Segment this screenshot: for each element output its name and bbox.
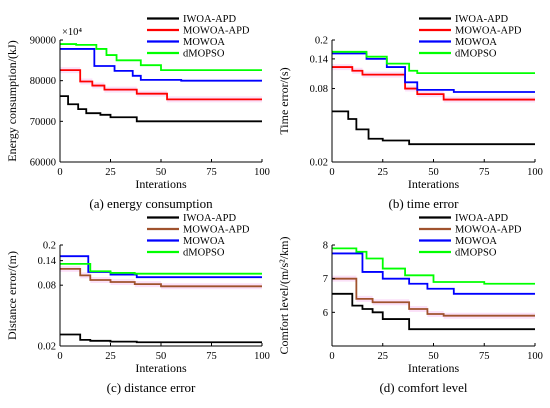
panel-caption: (a) energy consumption bbox=[89, 196, 213, 211]
x-tick-label: 50 bbox=[156, 351, 167, 362]
legend-label-mowoa: MOWOA bbox=[183, 37, 225, 48]
series-line-dmopso bbox=[60, 43, 262, 71]
y-tick-label: 7 bbox=[323, 274, 328, 285]
legend-label-mowoa-apd: MOWOA-APD bbox=[183, 26, 250, 37]
chart-panel-1: 0 25 50 75 100 60000 70000 80000 90000 ×10⁴ Intera… bbox=[5, 14, 270, 211]
legend-label-mowoa-apd: MOWOA-APD bbox=[455, 225, 522, 236]
y-tick-label: 0.14 bbox=[310, 54, 329, 65]
y-tick-label: 70000 bbox=[30, 117, 56, 128]
panel-caption: (c) distance error bbox=[107, 380, 196, 395]
chart-panel-2: 0 25 50 75 100 0.02 0.08 0.14 0.2 Interations Time… bbox=[277, 14, 543, 211]
legend-label-mowoa: MOWOA bbox=[183, 236, 225, 247]
x-tick-label: 100 bbox=[254, 167, 270, 178]
legend-label-dmopso: dMOPSO bbox=[455, 248, 497, 259]
x-tick-label: 25 bbox=[378, 351, 389, 362]
y-tick-label: 90000 bbox=[30, 36, 56, 47]
series-line-dmopso bbox=[332, 247, 535, 285]
series-shade-band bbox=[332, 275, 535, 319]
panel-caption: (b) time error bbox=[388, 196, 459, 211]
chart-panel-3: 0 25 50 75 100 0.02 0.08 0.14 0.2 Interations Dist… bbox=[5, 213, 270, 395]
x-tick-label: 75 bbox=[206, 167, 217, 178]
series-line-iwoa-apd bbox=[60, 333, 262, 344]
x-axis-label: Interations bbox=[408, 361, 460, 375]
legend-label-iwoa-apd: IWOA-APD bbox=[455, 14, 508, 25]
series-line-mowoa-apd bbox=[332, 66, 535, 101]
x-tick-label: 100 bbox=[527, 167, 543, 178]
legend-label-mowoa-apd: MOWOA-APD bbox=[455, 26, 522, 37]
series-line-mowoa bbox=[332, 252, 535, 295]
series-line-mowoa bbox=[60, 48, 262, 82]
y-multiplier-label: ×10⁴ bbox=[62, 27, 82, 38]
panel-caption: (d) comfort level bbox=[379, 380, 467, 395]
series-shade-band bbox=[60, 67, 262, 103]
legend-label-iwoa-apd: IWOA-APD bbox=[183, 213, 236, 224]
legend-label-iwoa-apd: IWOA-APD bbox=[455, 213, 508, 224]
series-shade-band bbox=[332, 64, 535, 103]
x-tick-label: 100 bbox=[527, 351, 543, 362]
y-axis-label: Time error/(s) bbox=[277, 67, 291, 134]
y-axis-label: Energy consumption/(kJ) bbox=[5, 40, 19, 161]
x-tick-label: 75 bbox=[479, 167, 490, 178]
y-tick-label: 80000 bbox=[30, 76, 56, 87]
x-tick-label: 0 bbox=[329, 351, 334, 362]
y-tick-label: 8 bbox=[323, 241, 328, 252]
x-axis-label: Interations bbox=[408, 177, 460, 191]
x-axis-label: Interations bbox=[135, 361, 187, 375]
y-tick-label: 0.02 bbox=[38, 342, 56, 353]
x-tick-label: 25 bbox=[105, 351, 116, 362]
series-line-dmopso bbox=[332, 50, 535, 75]
x-tick-label: 75 bbox=[206, 351, 217, 362]
x-tick-label: 0 bbox=[329, 167, 334, 178]
x-tick-label: 100 bbox=[254, 351, 270, 362]
chart-panel-4: 0 25 50 75 100 6 7 8 Interations Comfort level/(m… bbox=[277, 213, 543, 395]
legend-label-mowoa-apd: MOWOA-APD bbox=[183, 225, 250, 236]
x-axis-label: Interations bbox=[135, 177, 187, 191]
series-line-mowoa-apd bbox=[60, 69, 262, 101]
series-line-iwoa-apd bbox=[60, 95, 262, 123]
y-tick-label: 0.08 bbox=[38, 281, 56, 292]
y-tick-label: 0.2 bbox=[315, 36, 328, 47]
x-tick-label: 0 bbox=[57, 167, 62, 178]
y-axis-label: Comfort level/(m/s²/km) bbox=[277, 237, 291, 355]
y-tick-label: 0.08 bbox=[310, 84, 328, 95]
series-shade-band bbox=[60, 265, 262, 290]
x-tick-label: 50 bbox=[156, 167, 167, 178]
x-tick-label: 50 bbox=[428, 167, 439, 178]
legend-label-dmopso: dMOPSO bbox=[455, 49, 497, 60]
x-tick-label: 75 bbox=[479, 351, 490, 362]
legend-label-mowoa: MOWOA bbox=[455, 236, 497, 247]
x-tick-label: 25 bbox=[378, 167, 389, 178]
series-line-iwoa-apd bbox=[332, 292, 535, 331]
series-line-iwoa-apd bbox=[332, 110, 535, 146]
y-tick-label: 0.14 bbox=[38, 256, 57, 267]
series-line-mowoa bbox=[332, 52, 535, 93]
legend-label-mowoa: MOWOA bbox=[455, 37, 497, 48]
legend-label-dmopso: dMOPSO bbox=[183, 248, 225, 259]
x-tick-label: 50 bbox=[428, 351, 439, 362]
y-axis-label: Distance error/(m) bbox=[5, 251, 19, 340]
x-tick-label: 0 bbox=[57, 351, 62, 362]
y-tick-label: 0.02 bbox=[310, 158, 328, 169]
x-tick-label: 25 bbox=[105, 167, 116, 178]
legend-label-iwoa-apd: IWOA-APD bbox=[183, 14, 236, 25]
y-tick-label: 0.2 bbox=[43, 241, 56, 252]
y-tick-label: 60000 bbox=[30, 158, 56, 169]
series-line-dmopso bbox=[60, 262, 262, 275]
series-line-mowoa-apd bbox=[60, 267, 262, 288]
series-line-mowoa-apd bbox=[332, 277, 535, 317]
legend-label-dmopso: dMOPSO bbox=[183, 49, 225, 60]
y-tick-label: 6 bbox=[323, 308, 328, 319]
